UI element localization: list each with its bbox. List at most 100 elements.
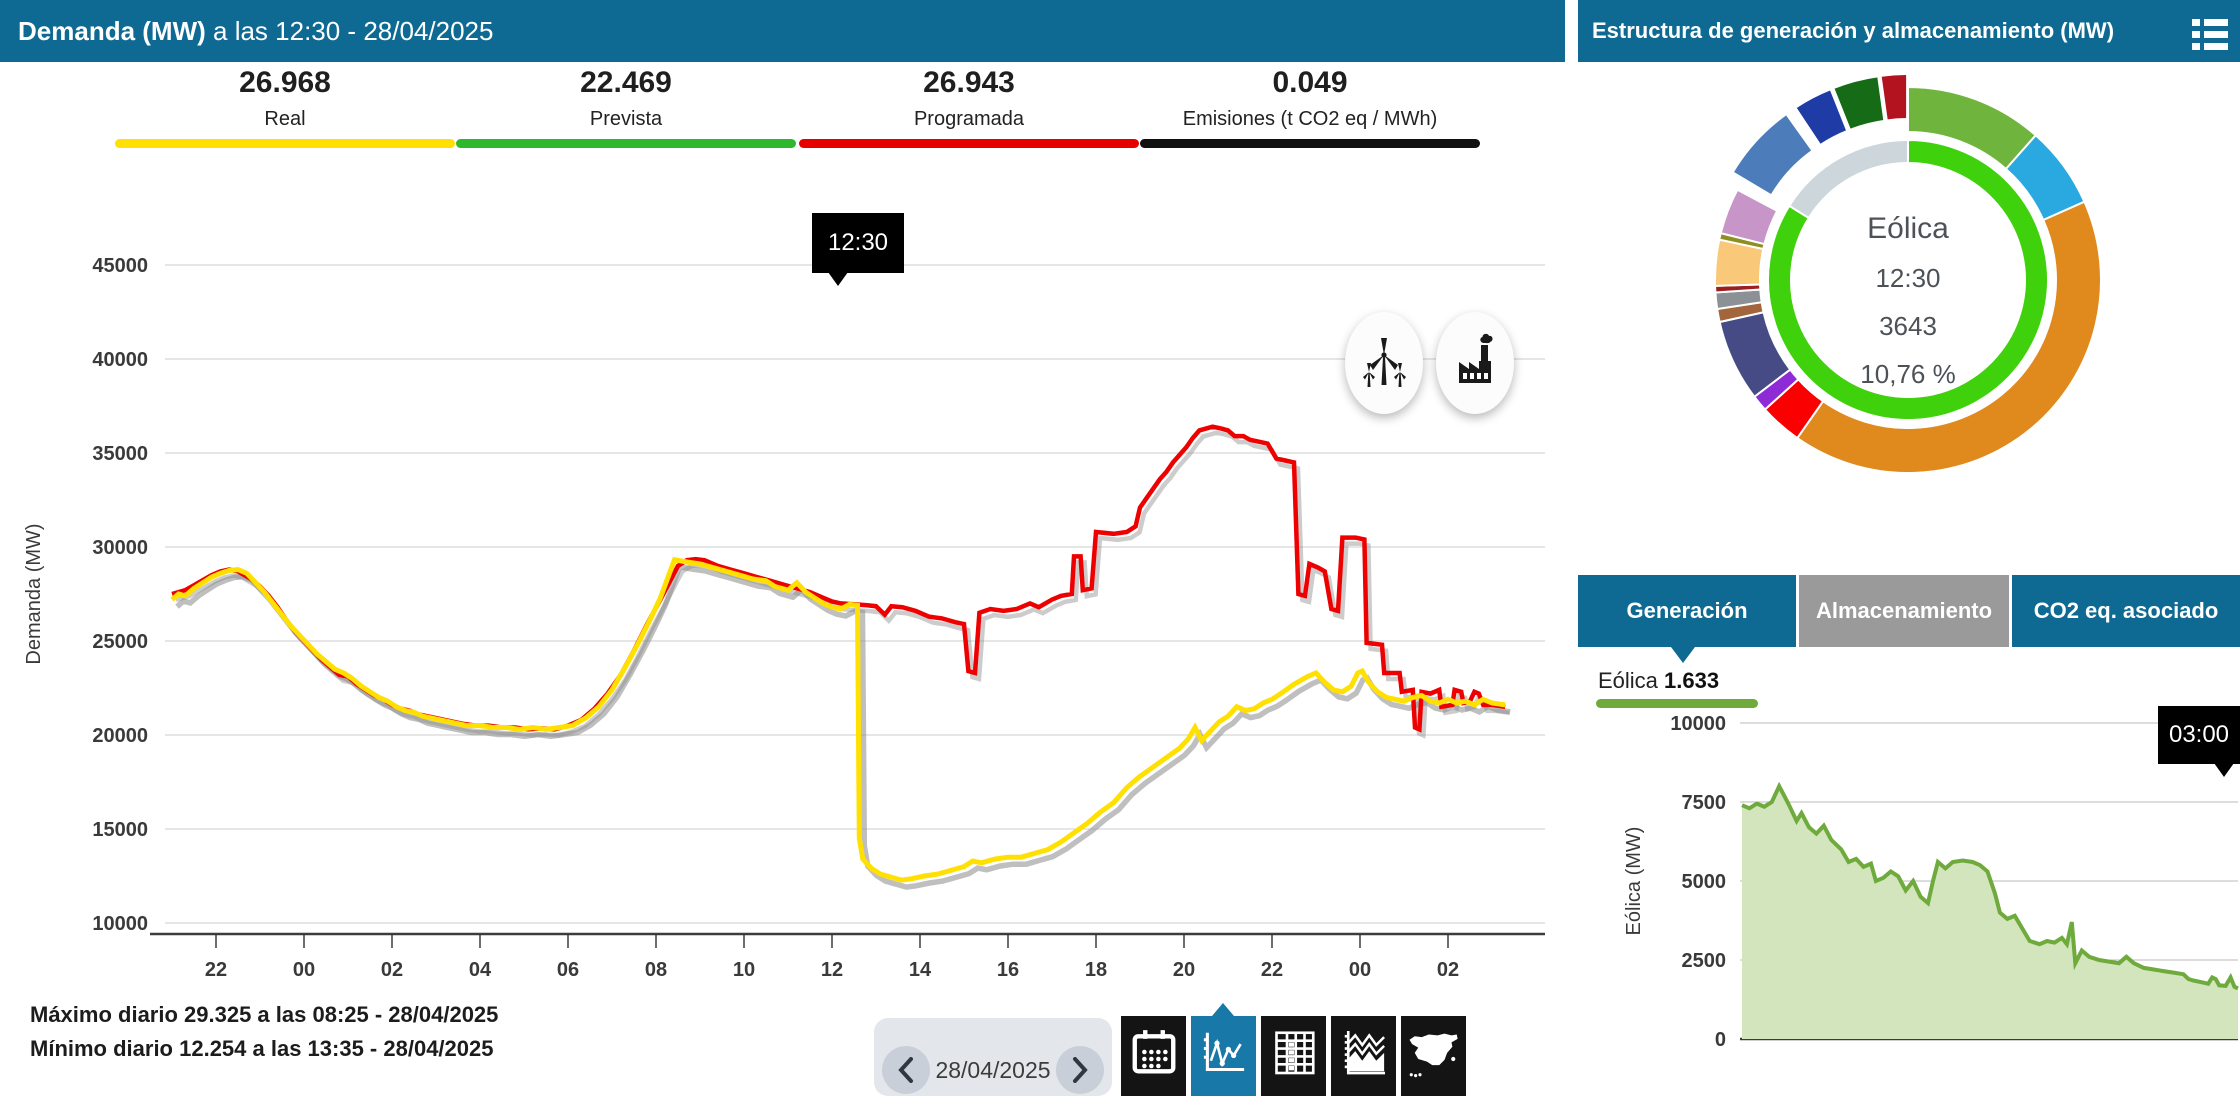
calendar-icon [1126, 1016, 1182, 1096]
small-chart-tooltip-pointer [2214, 763, 2234, 777]
eolica-series-legend[interactable]: Eólica 1.633 [1598, 668, 1719, 694]
svg-text:16: 16 [997, 959, 1019, 981]
donut-center-percent: 10,76 % [1860, 359, 1956, 389]
calendar-view-button[interactable] [1121, 1016, 1186, 1096]
svg-text:22: 22 [1261, 959, 1283, 981]
legend-emisiones: 0.049 Emisiones (t CO2 eq / MWh) [1140, 66, 1480, 148]
legend-real-bar [115, 139, 455, 148]
active-tab-pointer [1671, 647, 1695, 663]
donut-center-name: Eólica [1867, 212, 1949, 245]
tab-co2-label: CO2 eq. asociado [2033, 598, 2219, 623]
svg-text:0: 0 [1715, 1029, 1726, 1051]
legend-programada-bar [799, 139, 1139, 148]
svg-text:Eólica (MW): Eólica (MW) [1623, 827, 1645, 936]
svg-text:10000: 10000 [1670, 713, 1726, 735]
svg-text:10: 10 [733, 959, 755, 981]
daily-max-text: Máximo diario 29.325 a las 08:25 - 28/04… [30, 1002, 499, 1027]
previous-day-button[interactable] [882, 1046, 930, 1094]
line-chart-view-button[interactable] [1191, 1016, 1256, 1096]
date-navigation: 28/04/2025 [874, 1018, 1112, 1096]
donut-center-time: 12:30 [1875, 263, 1941, 293]
wind-toggle-button[interactable] [1345, 312, 1423, 414]
legend-emisiones-label: Emisiones (t CO2 eq / MWh) [1182, 108, 1438, 130]
legend-real: 26.968 Real [115, 66, 455, 148]
svg-text:15000: 15000 [92, 819, 148, 841]
legend-prevista: 22.469 Prevista [456, 66, 796, 148]
demand-header: Demanda (MW) a las 12:30 - 28/04/2025 [0, 0, 1565, 62]
svg-text:2500: 2500 [1682, 950, 1727, 972]
svg-text:00: 00 [293, 959, 315, 981]
generation-donut[interactable] [1714, 73, 2103, 474]
programada-line [171, 424, 1506, 733]
svg-text:5000: 5000 [1682, 871, 1727, 893]
eolica-series-underline [1596, 699, 1758, 708]
current-date[interactable]: 28/04/2025 [935, 1057, 1051, 1083]
tab-almacenamiento[interactable]: Almacenamiento [1799, 575, 2009, 647]
svg-text:35000: 35000 [92, 443, 148, 465]
svg-text:40000: 40000 [92, 349, 148, 371]
legend-programada-value: 26.943 [923, 66, 1015, 99]
svg-text:20000: 20000 [92, 725, 148, 747]
tab-generacion[interactable]: Generación [1578, 575, 1796, 647]
demand-header-subtitle: a las 12:30 - 28/04/2025 [205, 16, 494, 46]
legend-real-value: 26.968 [239, 66, 331, 99]
svg-text:10000: 10000 [92, 913, 148, 935]
table-view-button[interactable] [1261, 1016, 1326, 1096]
svg-text:7500: 7500 [1682, 792, 1727, 814]
legend-prevista-bar [456, 139, 796, 148]
demand-grid: 4500040000350003000025000200001500010000… [23, 255, 1545, 981]
svg-text:00: 00 [1349, 959, 1371, 981]
small-chart-tooltip-label: 03:00 [2168, 721, 2230, 748]
time-tooltip: 12:30 [812, 213, 904, 286]
tab-almacenamiento-label: Almacenamiento [1815, 598, 1993, 623]
tab-generacion-label: Generación [1626, 598, 1748, 623]
real-line [170, 556, 1506, 883]
donut-center-value: 3643 [1879, 311, 1937, 341]
spain-map-icon [1406, 1016, 1462, 1096]
time-tooltip-label: 12:30 [827, 229, 889, 256]
export-menu-icon[interactable] [2192, 14, 2228, 50]
svg-text:02: 02 [381, 959, 403, 981]
legend-programada-label: Programada [913, 108, 1025, 130]
eolica-area-chart: 10000 7500 5000 2500 0 Eólica (MW) [1623, 713, 2239, 1051]
legend-emisiones-bar [1140, 139, 1480, 148]
legend-programada: 26.943 Programada [799, 66, 1139, 148]
map-view-button[interactable] [1401, 1016, 1466, 1096]
factory-icon [1451, 329, 1499, 398]
eolica-line [1741, 781, 2239, 991]
wind-turbine-icon [1360, 329, 1408, 398]
line-chart-icon [1196, 1016, 1252, 1096]
legend-prevista-value: 22.469 [580, 66, 672, 99]
stacked-chart-icon [1336, 1016, 1392, 1096]
emissions-toggle-button[interactable] [1436, 312, 1514, 414]
svg-text:12: 12 [821, 959, 843, 981]
table-icon [1266, 1016, 1322, 1096]
svg-text:04: 04 [469, 959, 492, 981]
tab-co2[interactable]: CO2 eq. asociado [2012, 575, 2240, 647]
svg-text:45000: 45000 [92, 255, 148, 277]
legend-emisiones-value: 0.049 [1272, 66, 1348, 99]
svg-text:14: 14 [909, 959, 932, 981]
daily-min-text: Mínimo diario 12.254 a las 13:35 - 28/04… [30, 1036, 494, 1061]
svg-text:06: 06 [557, 959, 579, 981]
svg-text:22: 22 [205, 959, 227, 981]
legend-real-label: Real [264, 108, 306, 130]
small-chart-tooltip: 03:00 [2158, 706, 2240, 777]
svg-text:30000: 30000 [92, 537, 148, 559]
svg-text:18: 18 [1085, 959, 1107, 981]
stacked-chart-view-button[interactable] [1331, 1016, 1396, 1096]
svg-text:25000: 25000 [92, 631, 148, 653]
structure-header: Estructura de generación y almacenamient… [1578, 0, 2240, 62]
demand-series [170, 424, 1511, 890]
next-day-button[interactable] [1056, 1046, 1104, 1094]
time-tooltip-pointer [828, 272, 848, 286]
demand-header-title: Demanda (MW) [18, 16, 206, 46]
active-toolbar-pointer [1212, 1003, 1234, 1016]
svg-text:02: 02 [1437, 959, 1459, 981]
eolica-series-name: Eólica [1598, 668, 1665, 693]
eolica-series-value: 1.633 [1664, 668, 1720, 693]
svg-text:08: 08 [645, 959, 667, 981]
donut-center-label: Eólica 12:30 3643 10,76 % [1788, 212, 2028, 390]
